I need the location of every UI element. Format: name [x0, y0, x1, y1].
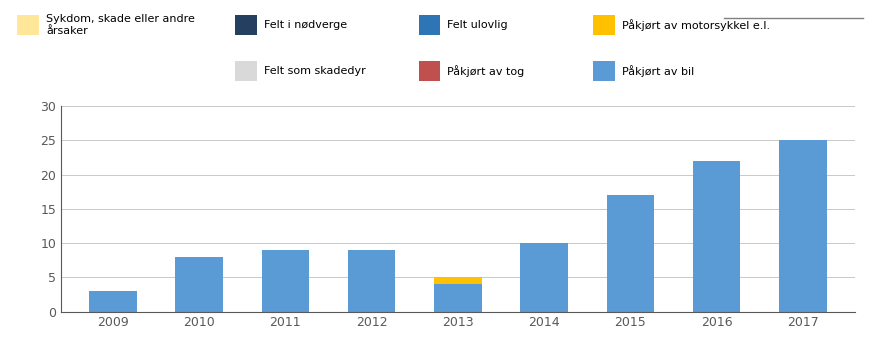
Bar	[693, 161, 740, 312]
Text: Påkjørt av motorsykkel e.l.: Påkjørt av motorsykkel e.l.	[622, 19, 770, 31]
Text: Felt som skadedyr: Felt som skadedyr	[264, 66, 366, 76]
Text: Sykdom, skade eller andre
årsaker: Sykdom, skade eller andre årsaker	[46, 14, 195, 36]
Text: Felt i nødverge: Felt i nødverge	[264, 20, 347, 30]
Bar	[262, 250, 309, 312]
Bar	[348, 250, 395, 312]
Bar	[175, 257, 222, 312]
Bar	[434, 284, 481, 312]
Bar	[434, 277, 481, 284]
Text: Påkjørt av bil: Påkjørt av bil	[622, 65, 694, 77]
Text: Påkjørt av tog: Påkjørt av tog	[447, 65, 525, 77]
Bar	[779, 141, 827, 312]
Text: Felt ulovlig: Felt ulovlig	[447, 20, 508, 30]
Bar	[89, 291, 137, 312]
Bar	[521, 243, 568, 312]
Bar	[607, 195, 654, 312]
